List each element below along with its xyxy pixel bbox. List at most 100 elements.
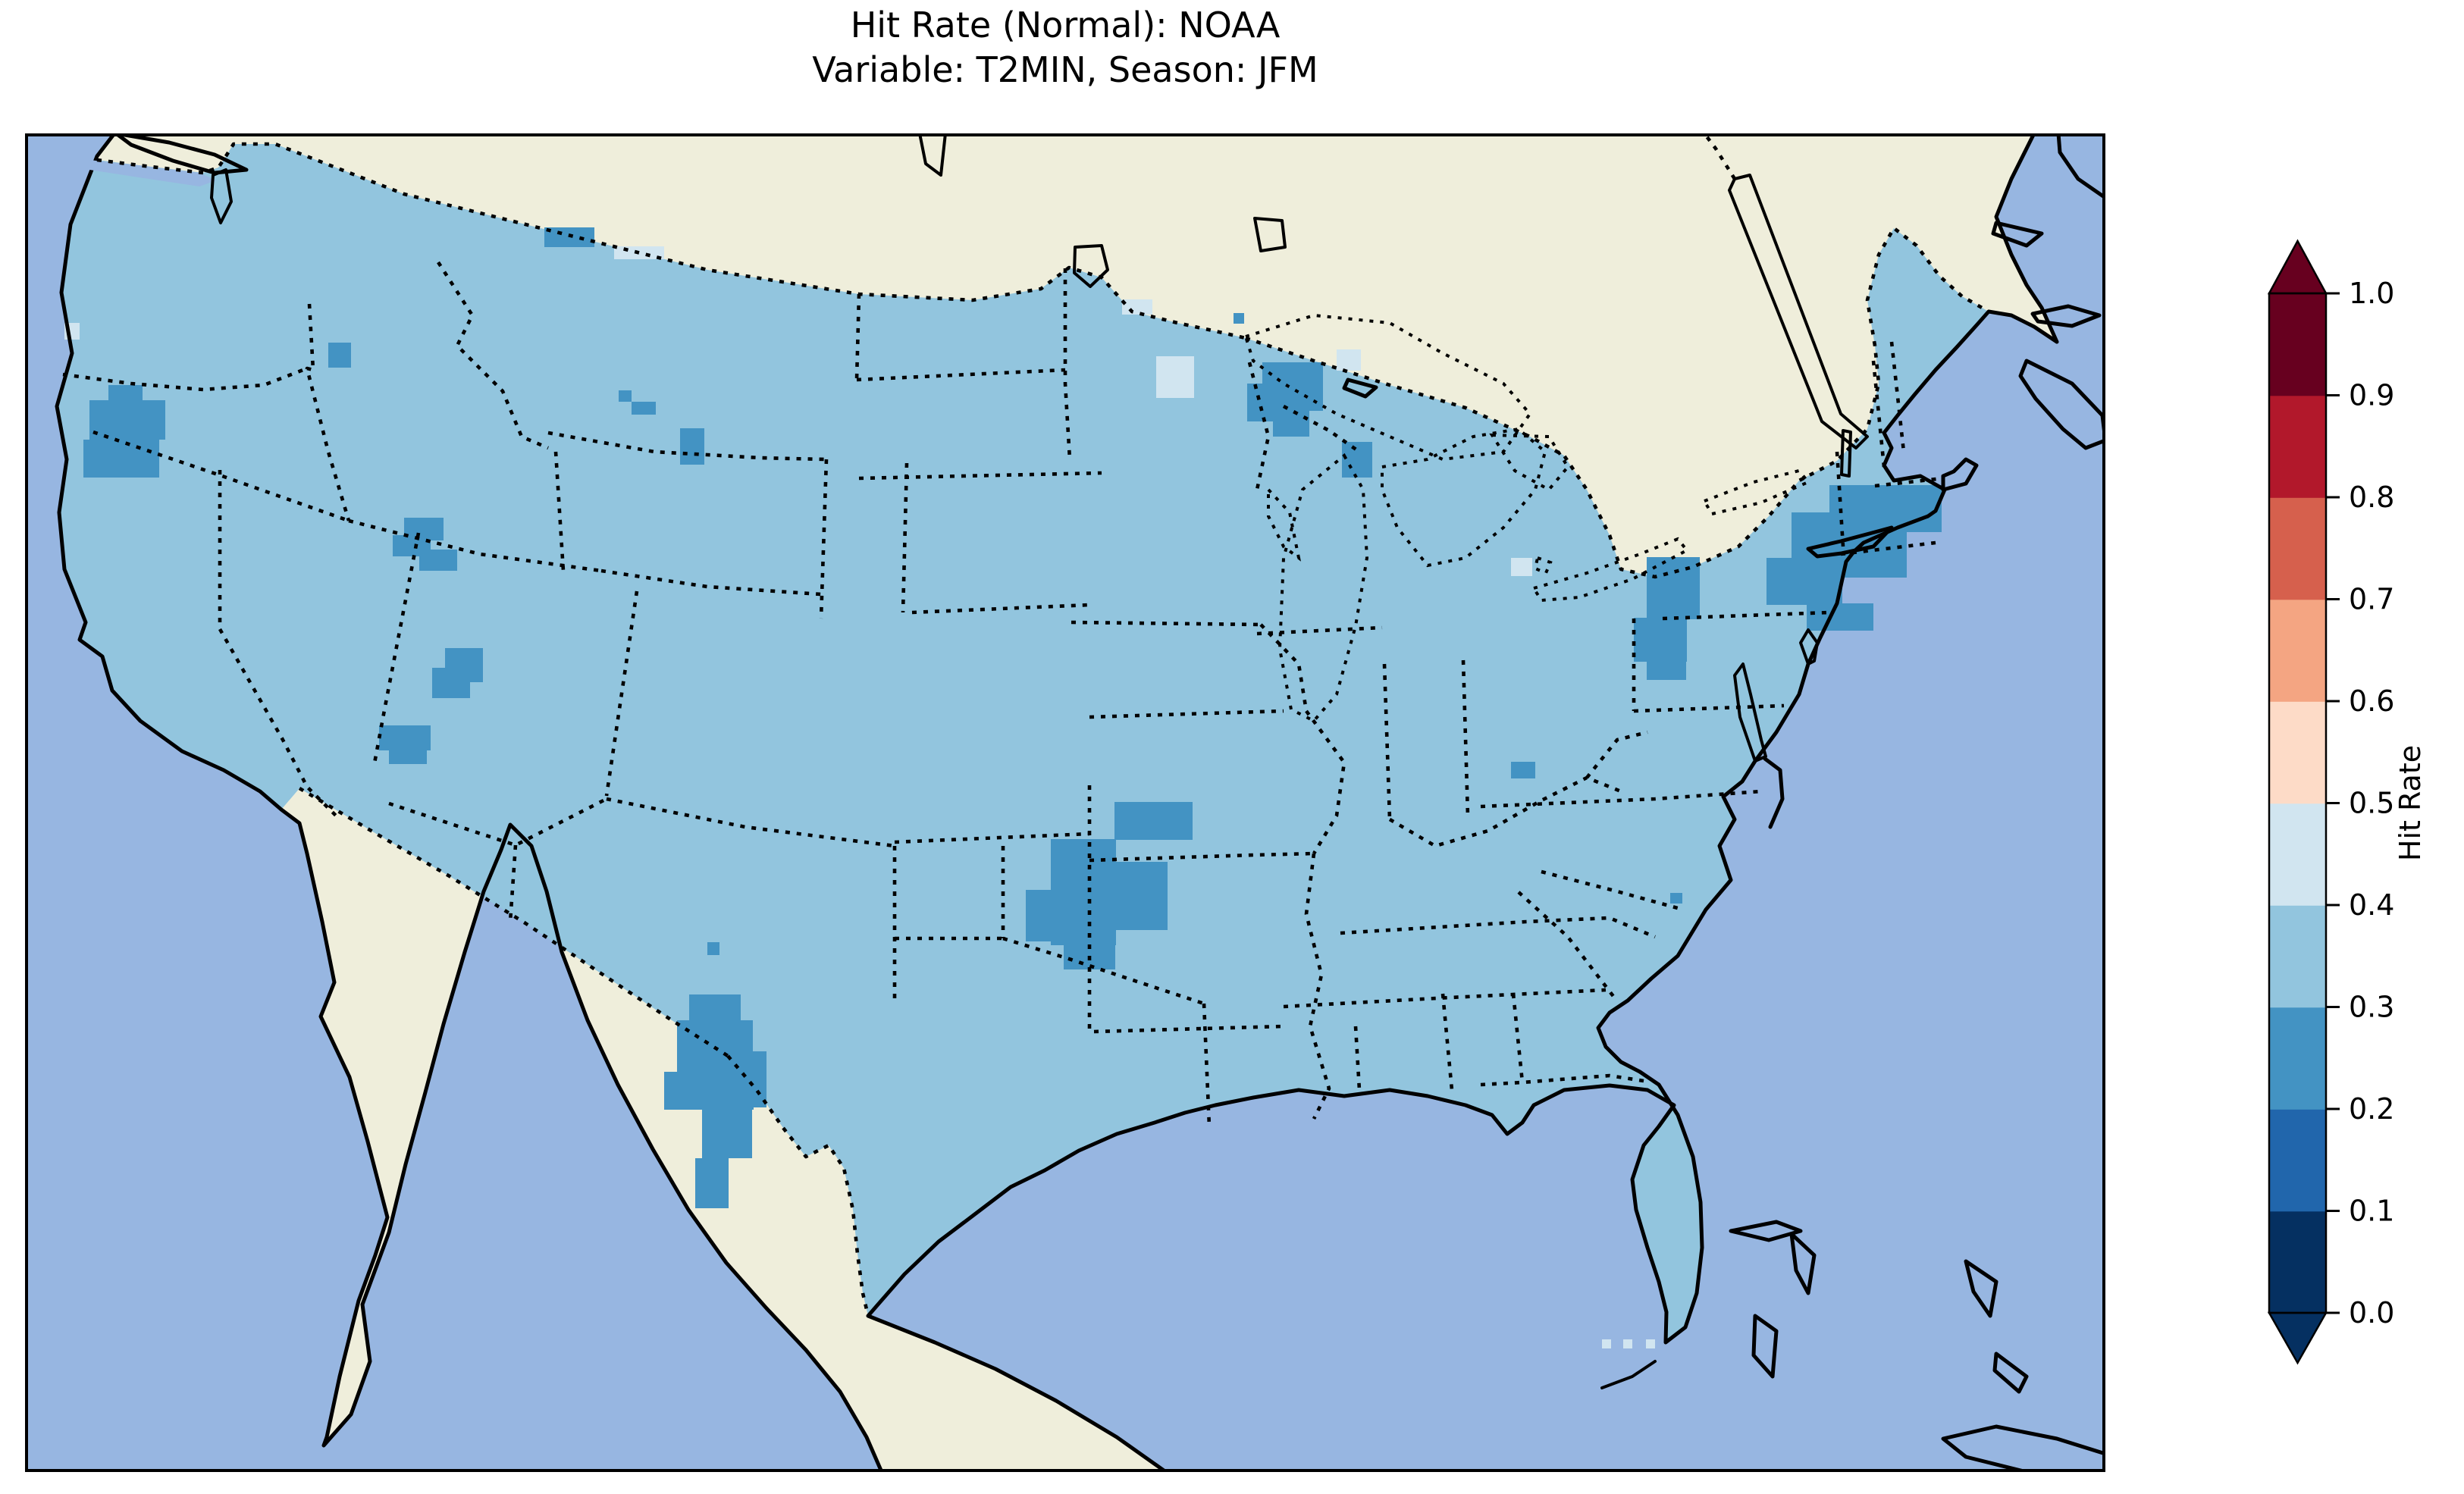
chesapeake-bay (1733, 662, 1767, 763)
anticosti-island (1991, 221, 2044, 248)
hit-rate-cell (680, 428, 704, 465)
hit-rate-cell (419, 550, 457, 571)
hit-rate-cell (1337, 349, 1361, 371)
figure-title: Hit Rate (Normal): NOAA Variable: T2MIN,… (25, 3, 2105, 92)
andros-island (1751, 1314, 1779, 1379)
international-borders (96, 133, 1990, 1317)
great-lakes (918, 133, 1869, 763)
hit-rate-cells-02-03 (83, 227, 1942, 1208)
maine-canada-border (1865, 226, 1990, 346)
long-island-ny (1806, 525, 1894, 559)
delaware-bay (1799, 628, 1819, 666)
hit-rate-cell (1342, 442, 1372, 478)
cape-cod (1941, 457, 1979, 492)
st-lawrence-river (1728, 174, 1869, 449)
colorbar-bin-0.8-0.9 (2269, 395, 2326, 498)
colorbar-tick-label: 0.4 (2349, 888, 2394, 922)
colorbar-bin-0.7-0.8 (2269, 497, 2326, 600)
hit-rate-cell (1634, 618, 1687, 662)
hit-rate-cell (1647, 662, 1686, 680)
colorbar-tick-label: 0.3 (2349, 991, 2394, 1024)
hit-rate-cell (664, 1072, 754, 1110)
hit-rate-cell (745, 1051, 766, 1107)
hit-rate-cell (1122, 299, 1152, 315)
colorbar-axis-label: Hit Rate (2393, 745, 2427, 861)
colorbar-tick-label: 0.6 (2349, 684, 2394, 718)
grand-bahama (1729, 1220, 1803, 1242)
hit-rate-cell (1807, 603, 1873, 631)
lake-erie (1531, 537, 1690, 603)
colorbar-arrow-up (2267, 239, 2328, 295)
hit-rate-cell (544, 227, 594, 247)
hit-rate-cell (1766, 558, 1842, 605)
hit-rate-cell (1051, 839, 1116, 945)
hit-rate-cell (614, 246, 664, 259)
us-canada-border-lakes (1245, 336, 1881, 579)
hit-rate-cell (1273, 411, 1309, 437)
hit-rate-cell (695, 1158, 729, 1208)
map-frame (25, 133, 2105, 1472)
hit-rate-cell (1156, 356, 1194, 398)
vancouver-island (114, 133, 249, 175)
colorbar-bin-0.4-0.5 (2269, 803, 2326, 906)
hit-rate-cell (328, 343, 351, 368)
lake-champlain (1840, 429, 1852, 478)
colorbar-tick-label: 0.1 (2349, 1195, 2394, 1228)
hit-rate-cell (1623, 1339, 1632, 1348)
outer-banks-coastline (1763, 756, 1785, 829)
colorbar-tick-label: 1.0 (2349, 277, 2394, 310)
hit-rate-cell (619, 390, 632, 402)
colorbar-bin-0.9-1.0 (2269, 293, 2326, 396)
hit-rate-cell (1511, 762, 1535, 778)
newfoundland (2056, 133, 2105, 200)
colorbar-tick-label: 0.2 (2349, 1092, 2394, 1126)
colorbar-tick-label: 0.0 (2349, 1296, 2394, 1330)
hit-rate-cell (1234, 313, 1244, 324)
lake-winnipeg-sliver (918, 133, 947, 177)
title-line-2: Variable: T2MIN, Season: JFM (812, 49, 1318, 90)
hit-rate-cell (689, 994, 741, 1022)
cuba (1941, 1424, 2105, 1472)
pacific-atlantic-gulf-coastline (55, 133, 2059, 1472)
lake-huron (1381, 427, 1547, 568)
hit-rate-cell (1026, 890, 1052, 941)
nova-scotia (2018, 359, 2105, 450)
hit-rate-cell (83, 440, 159, 478)
rio-grande-border (726, 1054, 870, 1317)
hit-rate-cell (1114, 802, 1193, 840)
hit-rate-cell (632, 402, 656, 415)
colorbar-bin-0.0-0.1 (2269, 1211, 2326, 1314)
us-hit-rate-map (25, 133, 2105, 1472)
green-bay (1267, 485, 1301, 562)
hit-rate-cell (1511, 558, 1532, 576)
colorbar-tick-label: 0.5 (2349, 787, 2394, 820)
canada-provincial-line (1703, 133, 1736, 180)
hit-rate-cell (707, 942, 719, 955)
colorbar-bin-0.3-0.4 (2269, 905, 2326, 1008)
eleuthera-island (1964, 1259, 1998, 1318)
colorbar-arrow-down (2267, 1311, 2328, 1365)
colorbar-bin-0.5-0.6 (2269, 701, 2326, 804)
colorbar-bin-0.1-0.2 (2269, 1109, 2326, 1212)
colorbar-tick-label: 0.9 (2349, 379, 2394, 412)
colorbar-bin-0.6-0.7 (2269, 599, 2326, 702)
colorbar-bin-0.2-0.3 (2269, 1007, 2326, 1110)
hit-rate-cell (702, 1110, 752, 1158)
colorbar-tick-label: 0.8 (2349, 481, 2394, 514)
hit-rate-cell (108, 385, 143, 402)
lake-nipigon (1253, 217, 1287, 252)
hit-rate-cell (1670, 893, 1682, 904)
colorbar: 0.0 0.1 0.2 0.3 0.4 0.5 0.6 0.7 0.8 0.9 1.0 Hit Rat… (2244, 227, 2464, 1410)
us-canada-border (96, 142, 1246, 340)
long-island-bahamas (1992, 1351, 2029, 1394)
strait-of-juan-de-fuca (89, 160, 216, 186)
state-borders (62, 261, 1944, 1127)
isle-royale (1342, 377, 1378, 399)
title-line-1: Hit Rate (Normal): NOAA (850, 5, 1281, 45)
prince-edward-island (2030, 304, 2102, 328)
islands (114, 133, 2105, 1472)
abaco-island (1789, 1232, 1817, 1295)
hit-rate-cell (389, 750, 427, 764)
hit-rate-cell (1646, 1339, 1655, 1348)
